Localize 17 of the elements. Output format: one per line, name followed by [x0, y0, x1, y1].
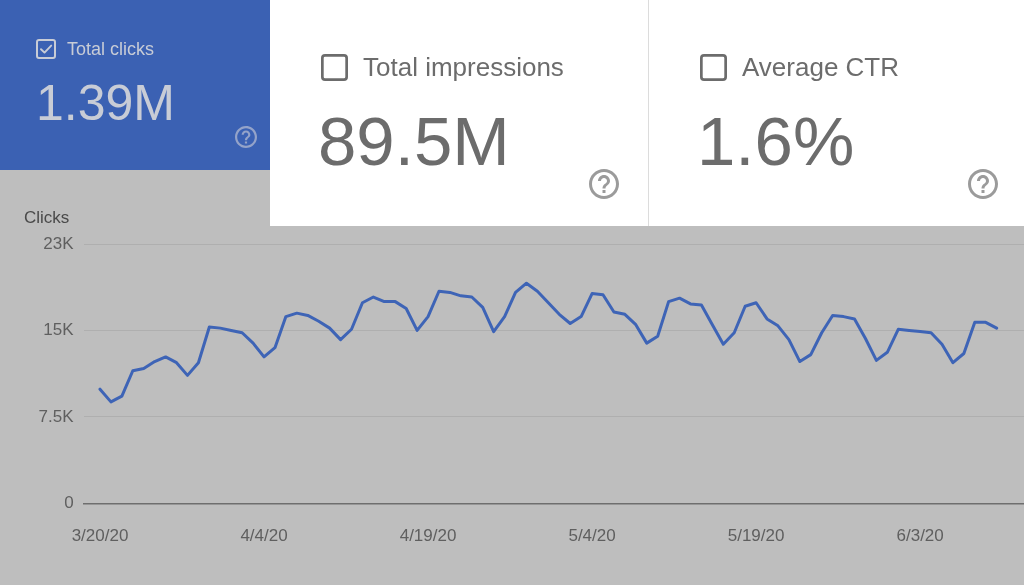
- x-tick-label: 3/20/20: [71, 526, 129, 546]
- y-axis-title: Clicks: [24, 207, 70, 227]
- x-tick-label: 5/4/20: [568, 526, 616, 546]
- x-tick-label: 4/4/20: [240, 526, 288, 546]
- y-tick-label: 23K: [43, 233, 75, 253]
- x-tick-label: 5/19/20: [727, 526, 785, 546]
- text: Total impressions: [363, 52, 564, 82]
- x-tick-label: 6/3/20: [896, 526, 944, 546]
- y-tick-label: 15K: [43, 320, 75, 340]
- x-tick-label: 4/19/20: [399, 526, 457, 546]
- y-tick-label: 0: [64, 492, 74, 512]
- text: 1.6%: [697, 102, 855, 180]
- text: 89.5M: [318, 102, 510, 180]
- text: 1.39M: [36, 75, 175, 131]
- y-tick-label: 7.5K: [38, 406, 75, 426]
- text: Average CTR: [742, 52, 900, 82]
- text: Total clicks: [67, 39, 155, 59]
